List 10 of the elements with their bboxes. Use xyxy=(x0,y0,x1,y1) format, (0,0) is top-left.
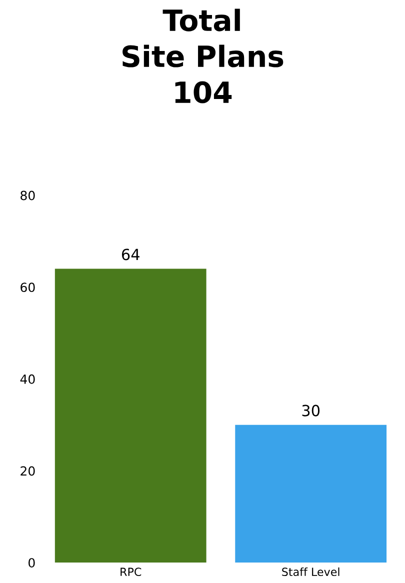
y-tick-label: 60 xyxy=(20,282,35,292)
x-tick-label: RPC xyxy=(120,568,142,576)
y-tick-label: 80 xyxy=(20,190,35,200)
chart-title: Total Site Plans 104 xyxy=(122,8,284,104)
y-tick-label: 0 xyxy=(28,558,35,568)
data-label: 64 xyxy=(122,248,140,260)
x-tick-label: Staff Level xyxy=(282,567,340,576)
y-tick-label: 40 xyxy=(20,374,35,384)
data-label: 30 xyxy=(302,404,320,416)
y-tick-label: 20 xyxy=(20,466,35,476)
